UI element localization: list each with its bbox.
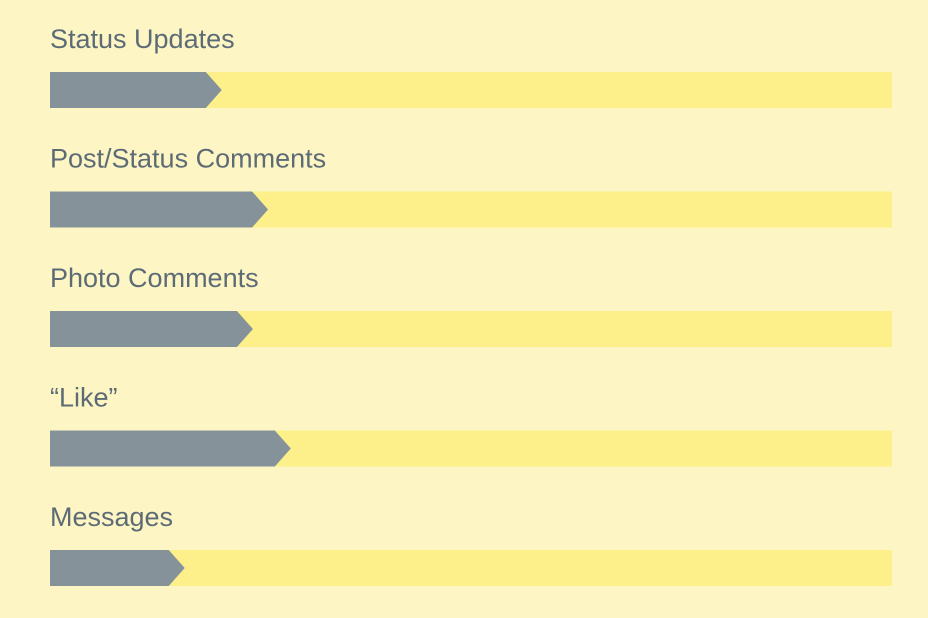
bar [50,72,222,108]
bar-label: Messages [50,502,173,532]
bar [50,430,291,467]
bar [50,550,185,586]
bar-label: “Like” [50,383,118,413]
bar-label: Post/Status Comments [50,144,326,174]
bar [50,311,253,347]
bar [50,191,269,228]
bar-label: Status Updates [50,24,235,54]
bar-track [50,550,892,586]
bar-label: Photo Comments [50,263,259,293]
